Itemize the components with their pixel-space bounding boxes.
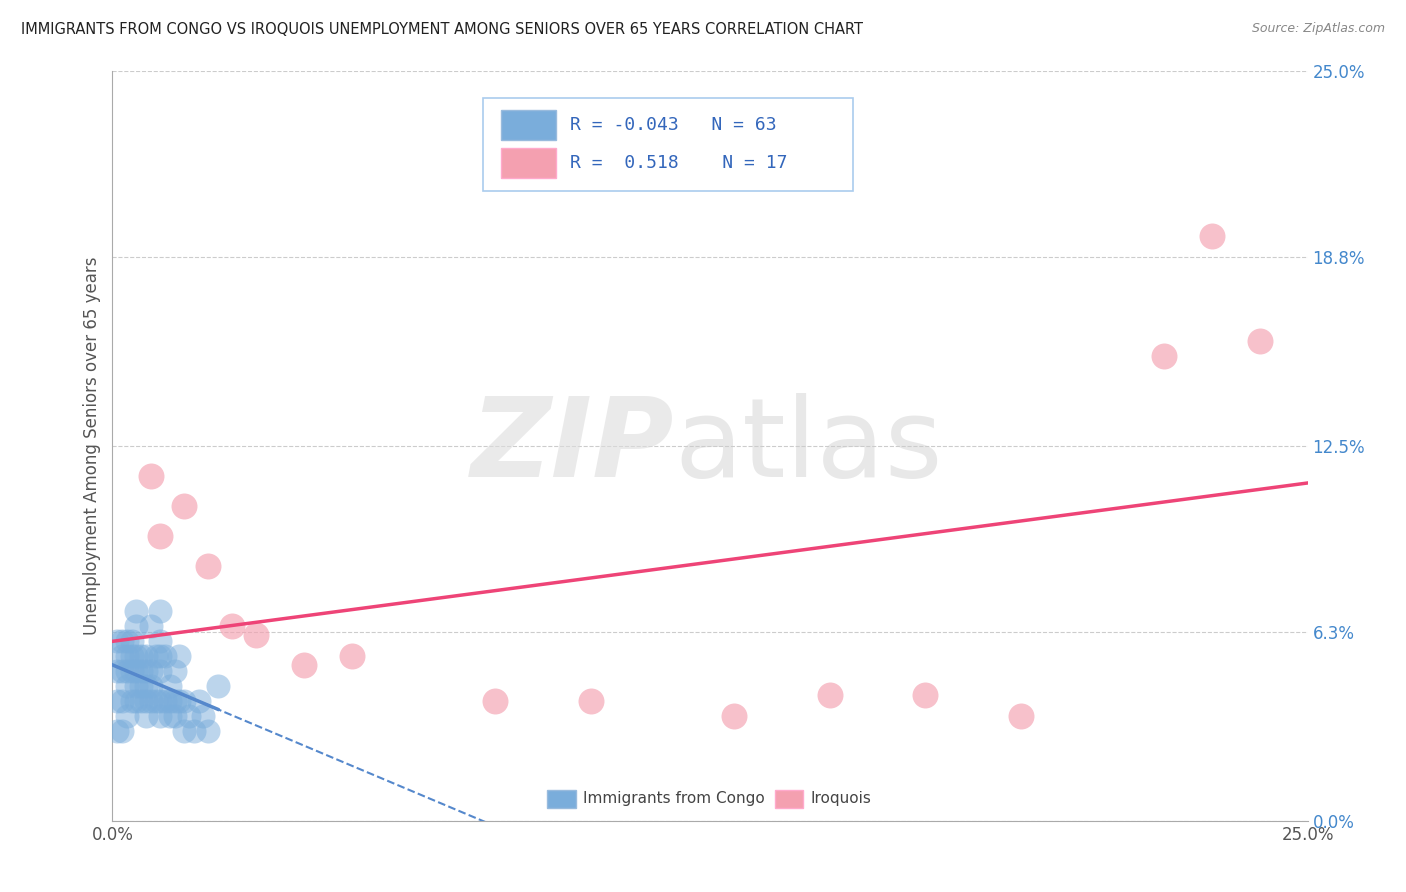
Point	[121, 648, 143, 663]
Point	[129, 664, 152, 678]
Text: Iroquois: Iroquois	[810, 791, 872, 806]
FancyBboxPatch shape	[501, 148, 555, 178]
Point	[139, 664, 162, 678]
Point	[125, 694, 148, 708]
Point	[115, 708, 138, 723]
Point	[292, 657, 315, 672]
Point	[135, 648, 157, 663]
Point	[163, 664, 186, 678]
Point	[139, 679, 162, 693]
Point	[153, 694, 176, 708]
Point	[159, 679, 181, 693]
Point	[121, 633, 143, 648]
Point	[159, 694, 181, 708]
Point	[135, 708, 157, 723]
Point	[173, 499, 195, 513]
Point	[579, 694, 602, 708]
Point	[111, 694, 134, 708]
Point	[129, 679, 152, 693]
Point	[139, 619, 162, 633]
Point	[173, 694, 195, 708]
Point	[183, 723, 205, 738]
Point	[125, 604, 148, 618]
FancyBboxPatch shape	[501, 111, 555, 140]
Point	[169, 648, 191, 663]
Point	[197, 558, 219, 573]
FancyBboxPatch shape	[547, 790, 576, 808]
Point	[245, 628, 267, 642]
Text: ZIP: ZIP	[471, 392, 675, 500]
Point	[105, 723, 128, 738]
Point	[159, 708, 181, 723]
Point	[145, 648, 167, 663]
Point	[125, 648, 148, 663]
Point	[149, 529, 172, 543]
Point	[111, 633, 134, 648]
FancyBboxPatch shape	[775, 790, 803, 808]
Text: Source: ZipAtlas.com: Source: ZipAtlas.com	[1251, 22, 1385, 36]
Point	[187, 694, 209, 708]
Point	[340, 648, 363, 663]
Point	[149, 694, 172, 708]
Text: atlas: atlas	[675, 392, 942, 500]
Point	[115, 633, 138, 648]
Point	[111, 664, 134, 678]
Point	[139, 469, 162, 483]
Point	[193, 708, 215, 723]
Text: R =  0.518    N = 17: R = 0.518 N = 17	[571, 154, 787, 172]
Point	[139, 694, 162, 708]
Point	[125, 619, 148, 633]
Point	[111, 648, 134, 663]
Point	[163, 694, 186, 708]
Point	[914, 688, 936, 702]
Point	[153, 648, 176, 663]
Point	[105, 664, 128, 678]
Text: Immigrants from Congo: Immigrants from Congo	[583, 791, 765, 806]
Point	[723, 708, 745, 723]
Point	[105, 694, 128, 708]
Point	[149, 604, 172, 618]
Text: R = -0.043   N = 63: R = -0.043 N = 63	[571, 117, 778, 135]
Y-axis label: Unemployment Among Seniors over 65 years: Unemployment Among Seniors over 65 years	[83, 257, 101, 635]
Point	[1201, 229, 1223, 244]
Point	[125, 664, 148, 678]
Point	[149, 648, 172, 663]
Point	[125, 679, 148, 693]
Point	[135, 694, 157, 708]
Point	[818, 688, 841, 702]
Point	[111, 723, 134, 738]
Point	[484, 694, 506, 708]
Point	[135, 679, 157, 693]
Text: IMMIGRANTS FROM CONGO VS IROQUOIS UNEMPLOYMENT AMONG SENIORS OVER 65 YEARS CORRE: IMMIGRANTS FROM CONGO VS IROQUOIS UNEMPL…	[21, 22, 863, 37]
Point	[1153, 349, 1175, 363]
Point	[115, 679, 138, 693]
Point	[149, 708, 172, 723]
Point	[169, 694, 191, 708]
Point	[207, 679, 229, 693]
Point	[149, 633, 172, 648]
Point	[163, 708, 186, 723]
Point	[129, 648, 152, 663]
Point	[115, 664, 138, 678]
Point	[145, 694, 167, 708]
Point	[173, 723, 195, 738]
FancyBboxPatch shape	[484, 97, 853, 191]
Point	[105, 633, 128, 648]
Point	[1249, 334, 1271, 348]
Point	[121, 694, 143, 708]
Point	[177, 708, 200, 723]
Point	[121, 664, 143, 678]
Point	[135, 664, 157, 678]
Point	[221, 619, 243, 633]
Point	[115, 648, 138, 663]
Point	[149, 664, 172, 678]
Point	[197, 723, 219, 738]
Point	[1010, 708, 1032, 723]
Point	[129, 694, 152, 708]
